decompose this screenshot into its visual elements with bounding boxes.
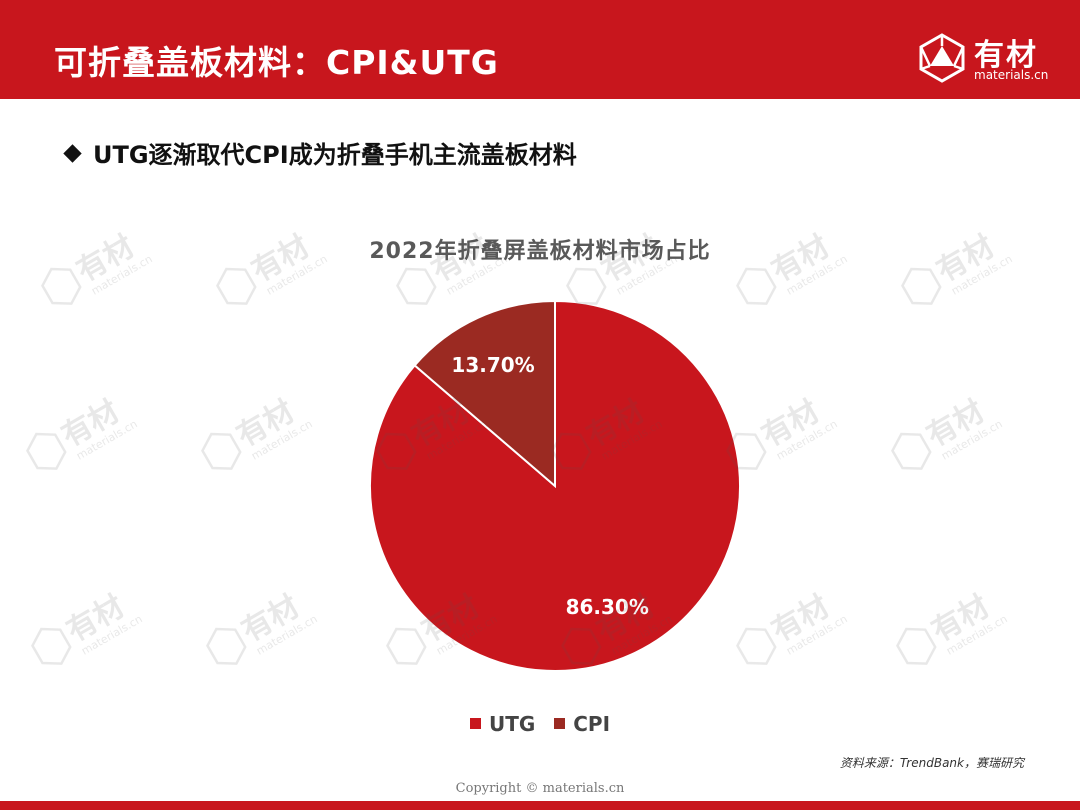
legend-label-cpi: CPI	[573, 712, 611, 736]
legend-item-cpi: CPI	[554, 712, 610, 736]
chart-legend: UTG CPI	[0, 712, 1080, 736]
legend-label-utg: UTG	[488, 712, 536, 736]
legend-swatch-utg	[469, 718, 481, 729]
legend-swatch-cpi	[554, 718, 566, 729]
section-heading-text: UTG逐渐取代CPI成为折叠手机主流盖板材料	[93, 141, 577, 169]
pie-slice-cpi	[413, 299, 556, 489]
page-title: 可折叠盖板材料：CPI&UTG	[54, 43, 499, 82]
brand-logo: 有材 materials.cn	[916, 28, 1061, 88]
source-note: 资料来源：TrendBank，赛瑞研究	[839, 756, 1024, 770]
slice-label-cpi: 13.70%	[451, 352, 535, 377]
polyhedron-logo-icon	[919, 33, 965, 83]
logo-domain: materials.cn	[974, 68, 1049, 82]
header-bar: 可折叠盖板材料：CPI&UTG 有材 materials.cn	[0, 0, 1080, 99]
slice-label-utg: 86.30%	[565, 595, 649, 620]
copyright-note: Copyright © materials.cn	[455, 781, 625, 796]
chart-title: 2022年折叠屏盖板材料市场占比	[369, 239, 711, 264]
logo-name: 有材	[974, 38, 1038, 73]
footer-bar	[0, 801, 1080, 810]
legend-item-utg: UTG	[469, 712, 536, 736]
section-heading: UTG逐渐取代CPI成为折叠手机主流盖板材料	[63, 135, 577, 170]
